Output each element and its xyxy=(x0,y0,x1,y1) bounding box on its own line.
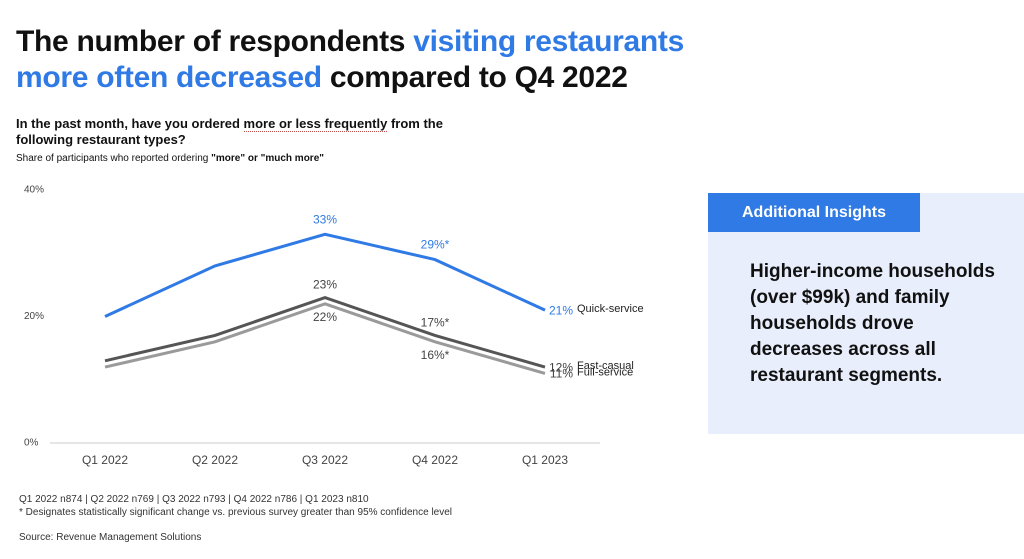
title-highlight: more often decreased xyxy=(16,61,322,94)
data-label: 11% xyxy=(550,367,573,381)
title: The number of respondents visiting resta… xyxy=(16,24,684,96)
question: In the past month, have you ordered more… xyxy=(16,116,496,148)
question-text: from the following restaurant types? xyxy=(16,116,443,147)
note: * Designates statistically significant c… xyxy=(19,507,453,518)
data-label: 23% xyxy=(313,278,337,292)
y-tick-label: 0% xyxy=(24,438,39,449)
subtitle-text: Share of participants who reported order… xyxy=(16,153,209,164)
insights-panel xyxy=(708,193,1024,434)
source: Source: Revenue Management Solutions xyxy=(19,532,202,543)
x-tick-label: Q2 2022 xyxy=(192,453,238,467)
y-tick-label: 40% xyxy=(24,185,44,196)
notes: Q1 2022 n874 | Q2 2022 n769 | Q3 2022 n7… xyxy=(19,493,452,519)
data-label: 17%* xyxy=(421,316,450,330)
series-label: Quick-service xyxy=(577,303,644,315)
line xyxy=(104,302,546,375)
title-text: compared to Q4 2022 xyxy=(329,61,628,94)
x-tick-label: Q1 2023 xyxy=(522,453,568,467)
data-label: 29%* xyxy=(421,238,450,252)
insights-body: Higher-income households (over $99k) and… xyxy=(750,261,995,386)
title-highlight: visiting restaurants xyxy=(413,25,685,58)
note: Q1 2022 n874 | Q2 2022 n769 | Q3 2022 n7… xyxy=(19,494,369,505)
insights-header: Additional Insights xyxy=(708,193,920,232)
x-tick-label: Q3 2022 xyxy=(302,453,348,467)
x-tick-label: Q1 2022 xyxy=(82,453,128,467)
data-label: 12% xyxy=(549,360,573,374)
subtitle: Share of participants who reported order… xyxy=(16,153,324,164)
question-emphasis: more or less frequently xyxy=(243,116,388,132)
data-label: 33% xyxy=(313,212,337,226)
x-tick-label: Q4 2022 xyxy=(412,453,458,467)
question-text: In the past month, have you ordered xyxy=(16,116,240,131)
y-tick-label: 20% xyxy=(24,311,44,322)
data-label: 16%* xyxy=(421,348,450,362)
line xyxy=(104,232,546,318)
data-label: 21% xyxy=(549,303,573,317)
series-label: Full-service xyxy=(577,366,633,378)
series-label: Fast-casual xyxy=(577,360,634,372)
line xyxy=(104,295,546,369)
subtitle-emphasis: "more" or "much more" xyxy=(211,153,325,164)
title-text: The number of respondents xyxy=(16,25,406,58)
data-label: 22% xyxy=(313,310,337,324)
